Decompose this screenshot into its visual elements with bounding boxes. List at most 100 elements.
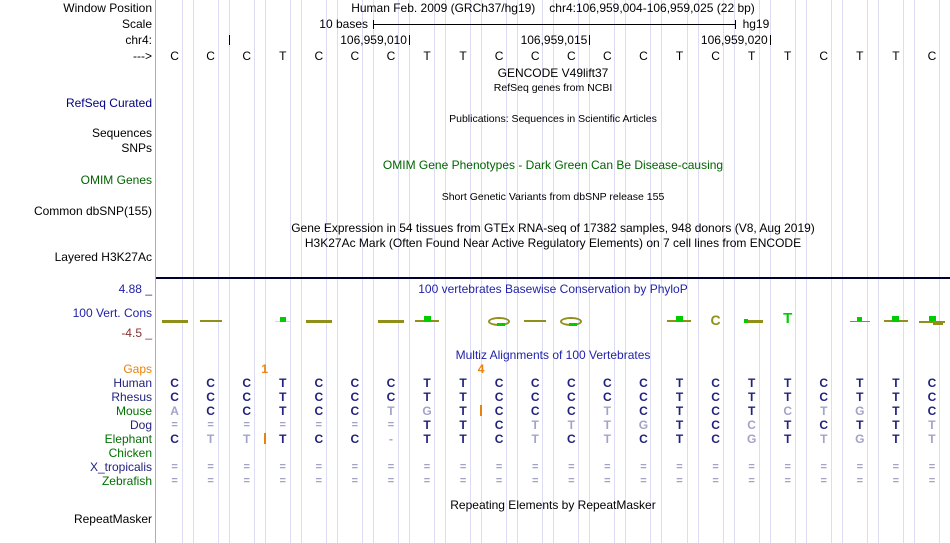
alignment-base: T bbox=[892, 418, 900, 432]
mark-bar bbox=[929, 316, 937, 321]
mark-bar bbox=[569, 323, 578, 326]
reference-base: C bbox=[314, 49, 324, 63]
alignment-base: = bbox=[748, 461, 755, 473]
snps-label[interactable]: SNPs bbox=[121, 141, 152, 155]
repeatmasker-track-title[interactable]: Repeating Elements by RepeatMasker bbox=[450, 498, 656, 512]
grid-line bbox=[553, 0, 555, 543]
coordinate-tick bbox=[228, 35, 230, 45]
mark-bar bbox=[423, 316, 431, 322]
alignment-base: T bbox=[279, 376, 287, 390]
alignment-base: C bbox=[711, 376, 720, 390]
window-position-title: Human Feb. 2009 (GRCh37/hg19) chr4:106,95… bbox=[156, 1, 950, 15]
species-label-chicken[interactable]: Chicken bbox=[108, 446, 152, 460]
snps-label-row: SNPs bbox=[0, 141, 950, 155]
grid-line bbox=[578, 0, 580, 543]
alignment-base: C bbox=[711, 390, 720, 404]
grid-line bbox=[866, 0, 868, 543]
conservation-mark bbox=[195, 315, 227, 329]
common-dbsnp-label[interactable]: Common dbSNP(155) bbox=[33, 204, 152, 218]
scale-value: 10 bases bbox=[319, 17, 368, 31]
alignment-base: A bbox=[170, 404, 179, 418]
conservation-mark: C bbox=[700, 312, 732, 329]
species-label-zebrafish[interactable]: Zebrafish bbox=[101, 474, 152, 488]
alignment-base: = bbox=[820, 461, 827, 473]
species-row-rhesus: Rhesus C C C T C C C T T C C C C C T C T T C T T C bbox=[0, 390, 950, 404]
grid-line bbox=[661, 0, 663, 543]
alignment-base: C bbox=[530, 404, 540, 418]
conservation-mark bbox=[483, 315, 515, 329]
alignment-base: T bbox=[459, 418, 467, 432]
alignment-base: C bbox=[170, 432, 179, 446]
species-label-x_tropicalis[interactable]: X_tropicalis bbox=[89, 460, 152, 474]
alignment-base: C bbox=[386, 390, 396, 404]
species-label-human[interactable]: Human bbox=[113, 376, 152, 390]
omim-title[interactable]: OMIM Gene Phenotypes - Dark Green Can Be… bbox=[382, 158, 724, 172]
publications-title[interactable]: Publications: Sequences in Scientific Ar… bbox=[449, 113, 657, 125]
gaps-row-label[interactable]: Gaps bbox=[123, 362, 152, 376]
grid-line bbox=[253, 0, 255, 543]
species-label-mouse[interactable]: Mouse bbox=[115, 404, 152, 418]
reference-base: T bbox=[459, 49, 467, 63]
grid-line bbox=[722, 0, 724, 543]
conservation-mark bbox=[555, 315, 587, 329]
dbsnp-title[interactable]: Short Genetic Variants from dbSNP releas… bbox=[441, 191, 665, 203]
omim-genes-label[interactable]: OMIM Genes bbox=[80, 173, 152, 187]
h3k27ac-title[interactable]: H3K27Ac Mark (Often Found Near Active Re… bbox=[304, 236, 802, 250]
alignment-base: C bbox=[314, 376, 324, 390]
reference-base: T bbox=[423, 49, 431, 63]
alignment-base: T bbox=[206, 432, 215, 446]
alignment-base: = bbox=[640, 461, 647, 473]
alignment-base: C bbox=[170, 376, 179, 390]
multiz-track-title[interactable]: Multiz Alignments of 100 Vertebrates bbox=[455, 348, 651, 362]
reference-base: T bbox=[856, 49, 864, 63]
gtex-title[interactable]: Gene Expression in 54 tissues from GTEx … bbox=[291, 221, 815, 235]
species-row-chicken: Chicken bbox=[0, 446, 950, 460]
gencode-title[interactable]: GENCODE V49lift37 bbox=[497, 66, 609, 80]
alignment-base: = bbox=[784, 475, 791, 487]
grid-line bbox=[939, 0, 940, 543]
conservation-mark bbox=[303, 315, 335, 329]
alignment-base: = bbox=[531, 461, 539, 473]
grid-line bbox=[758, 0, 760, 543]
species-label-rhesus[interactable]: Rhesus bbox=[111, 390, 152, 404]
alignment-base: = bbox=[676, 461, 683, 473]
alignment-base: = bbox=[207, 461, 214, 473]
alignment-base: C bbox=[639, 376, 648, 390]
coordinate-label: 106,959,020 bbox=[700, 33, 768, 47]
alignment-base: T bbox=[279, 390, 287, 404]
repeatmasker-track-label[interactable]: RepeatMasker bbox=[73, 512, 152, 526]
dbsnp-title-row: Short Genetic Variants from dbSNP releas… bbox=[0, 190, 950, 204]
alignment-base: C bbox=[566, 432, 576, 446]
alignment-base: C bbox=[566, 404, 576, 418]
species-label-elephant[interactable]: Elephant bbox=[104, 432, 152, 446]
grid-line bbox=[686, 0, 688, 543]
layered-h3k27ac-label[interactable]: Layered H3K27Ac bbox=[54, 250, 152, 264]
alignment-base: T bbox=[423, 432, 431, 446]
alignment-base: = bbox=[423, 475, 431, 487]
species-label-dog[interactable]: Dog bbox=[129, 418, 152, 432]
alignment-base: = bbox=[423, 461, 431, 473]
mark-letter-t: T bbox=[783, 310, 793, 327]
layered-h3k27ac-label-row: Layered H3K27Ac bbox=[0, 250, 950, 264]
alignment-base: C bbox=[242, 376, 251, 390]
reference-base: C bbox=[386, 49, 396, 63]
reference-base: T bbox=[675, 49, 684, 63]
grid-line bbox=[650, 0, 652, 543]
alignment-base: C bbox=[494, 404, 504, 418]
refseq-subtitle[interactable]: RefSeq genes from NCBI bbox=[493, 82, 613, 94]
conservation-track-title[interactable]: 100 vertebrates Basewise Conservation by… bbox=[418, 282, 688, 296]
alignment-base: T bbox=[784, 418, 792, 432]
conservation-mark bbox=[736, 315, 768, 329]
alignment-base: = bbox=[712, 475, 719, 487]
alignment-base: = bbox=[243, 475, 250, 487]
alignment-base: C bbox=[711, 404, 720, 418]
sequences-label[interactable]: Sequences bbox=[91, 126, 152, 140]
alignment-base: = bbox=[351, 419, 359, 431]
conservation-mark bbox=[159, 315, 191, 329]
refseq-curated-label[interactable]: RefSeq Curated bbox=[65, 96, 152, 110]
alignment-base: = bbox=[459, 461, 467, 473]
conservation-track-label[interactable]: 100 Vert. Cons bbox=[72, 306, 152, 320]
alignment-base: C bbox=[603, 376, 612, 390]
alignment-base: C bbox=[314, 404, 324, 418]
